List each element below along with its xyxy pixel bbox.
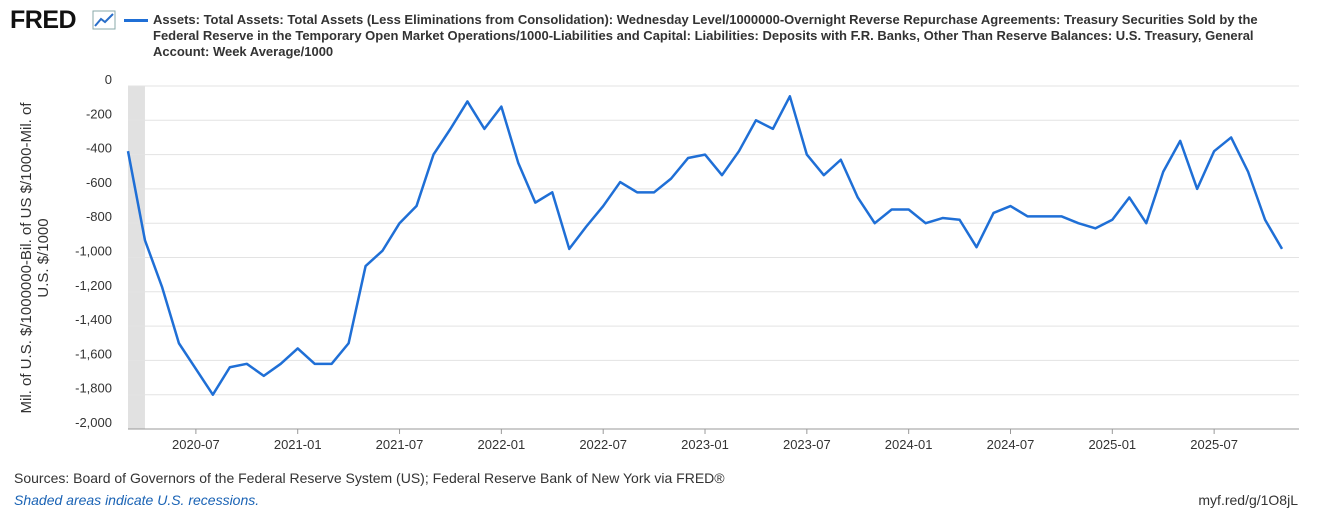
- y-tick-label: -400: [86, 141, 112, 156]
- y-tick-label: -2,000: [75, 415, 112, 430]
- sources: Sources: Board of Governors of the Feder…: [14, 470, 725, 486]
- x-tick-label: 2023-01: [681, 437, 729, 452]
- logo: FRED: [10, 6, 77, 34]
- x-tick-label: 2021-01: [274, 437, 322, 452]
- y-tick-label: -1,200: [75, 278, 112, 293]
- x-tick-label: 2021-07: [376, 437, 424, 452]
- x-tick-label: 2024-07: [987, 437, 1035, 452]
- y-tick-label: -1,000: [75, 244, 112, 259]
- y-tick-label: 0: [105, 72, 112, 87]
- logo-icon: [92, 10, 116, 30]
- y-tick-label: -1,600: [75, 346, 112, 361]
- series-line: [126, 95, 1284, 396]
- y-axis-label-line: Mil. of U.S. $/1000000-Bil. of US $/1000…: [18, 102, 35, 414]
- x-tick-label: 2024-01: [885, 437, 933, 452]
- x-tick-label: 2025-07: [1190, 437, 1238, 452]
- short-link[interactable]: myf.red/g/1O8jL: [1198, 492, 1298, 508]
- x-tick-label: 2020-07: [172, 437, 220, 452]
- y-tick-label: -200: [86, 106, 112, 121]
- y-tick-label: -600: [86, 175, 112, 190]
- chart-title: Assets: Total Assets: Total Assets (Less…: [153, 12, 1258, 59]
- recession-note: Shaded areas indicate U.S. recessions.: [14, 492, 260, 508]
- x-tick-label: 2022-01: [478, 437, 526, 452]
- legend-line: [124, 19, 148, 22]
- x-tick-label: 2025-01: [1088, 437, 1136, 452]
- x-tick-label: 2022-07: [579, 437, 627, 452]
- y-tick-label: -1,800: [75, 381, 112, 396]
- y-axis-label: Mil. of U.S. $/1000000-Bil. of US $/1000…: [18, 102, 52, 414]
- y-tick-label: -1,400: [75, 312, 112, 327]
- chart: 0 -200 -400 -600 -800 -1,000 -1,200 -1,400 -1,60…: [18, 72, 1299, 452]
- y-axis-label-line: U.S. $/1000: [35, 218, 52, 297]
- x-tick-label: 2023-07: [783, 437, 831, 452]
- y-tick-label: -800: [86, 209, 112, 224]
